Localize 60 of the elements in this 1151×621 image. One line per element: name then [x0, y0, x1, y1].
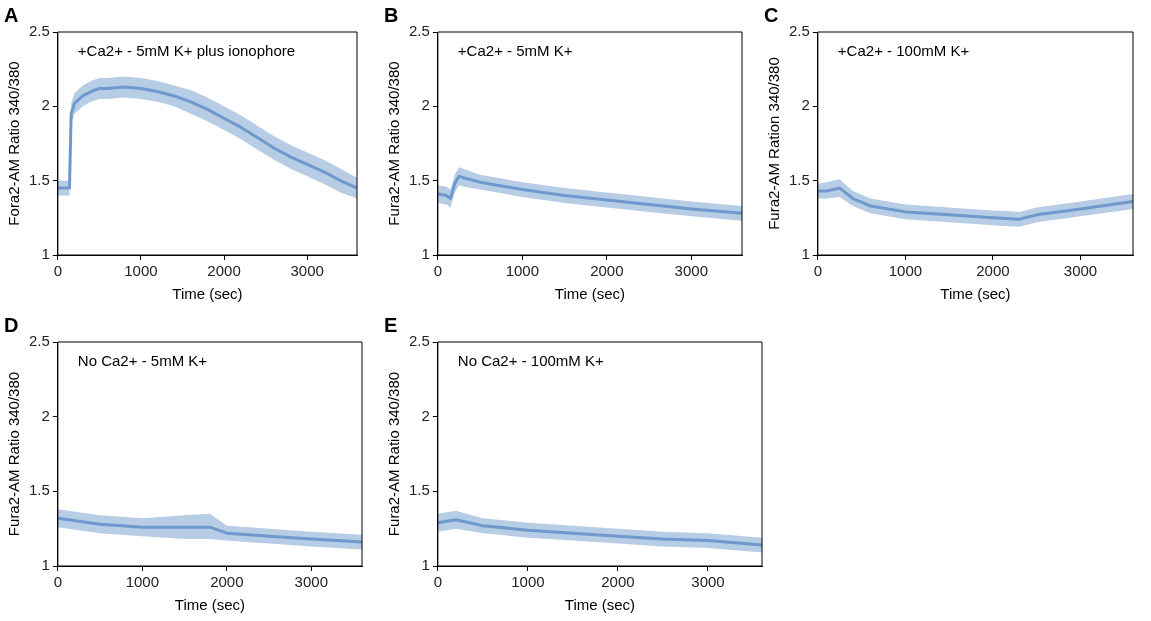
y-axis-title: Fora2-AM Ratio 340/380: [5, 61, 23, 226]
x-axis-title: Time (sec): [940, 285, 1011, 303]
x-tick-label: 0: [53, 262, 63, 280]
x-axis-title: Time (sec): [564, 596, 636, 614]
y-tick-label: 1: [421, 556, 430, 574]
y-axis-title: Fura2-AM Ratio 340/380: [385, 371, 403, 537]
y-tick-label: 2.5: [788, 22, 810, 40]
x-tick-label: 3000: [691, 573, 725, 591]
y-tick-label: 2: [41, 406, 50, 424]
y-tick-label: 2: [801, 96, 810, 114]
x-tick-label: 0: [433, 262, 443, 280]
annotation: +Ca2+ - 5mM K+ plus ionophore: [77, 41, 296, 59]
x-tick-label: 1000: [124, 262, 158, 280]
chart-title: A: [4, 3, 19, 26]
x-tick-label: 3000: [1063, 262, 1098, 280]
x-tick-label: 1000: [125, 573, 160, 591]
x-tick-label: 2000: [210, 573, 244, 591]
y-tick-label: 1: [801, 245, 810, 263]
x-tick-label: 2000: [207, 262, 241, 280]
y-tick-label: 1.5: [28, 481, 50, 499]
x-axis-title: Time (sec): [554, 285, 626, 303]
y-tick-label: 1: [41, 556, 50, 574]
y-tick-label: 2: [421, 406, 430, 424]
y-tick-label: 1: [41, 245, 50, 263]
y-tick-label: 2: [41, 96, 50, 114]
y-axis-title: Fura2-AM Ratio 340/380: [5, 371, 23, 537]
x-tick-label: 2000: [590, 262, 624, 280]
x-tick-label: 3000: [674, 262, 708, 280]
x-tick-label: 1000: [511, 573, 545, 591]
chart-title: D: [4, 313, 19, 336]
annotation: +Ca2+ - 100mM K+: [837, 41, 970, 59]
y-tick-label: 2.5: [28, 22, 50, 40]
y-tick-label: 1.5: [28, 170, 50, 188]
y-tick-label: 2: [421, 96, 430, 114]
chart-title: B: [384, 3, 399, 26]
y-axis-title: Fura2-AM Ration 340/380: [765, 57, 783, 230]
y-tick-label: 1.5: [408, 170, 430, 188]
x-tick-label: 0: [53, 573, 63, 591]
y-tick-label: 1.5: [788, 170, 810, 188]
x-tick-label: 3000: [294, 573, 328, 591]
x-tick-label: 0: [433, 573, 443, 591]
x-tick-label: 3000: [290, 262, 324, 280]
x-tick-label: 1000: [505, 262, 540, 280]
annotation: No Ca2+ - 100mM K+: [457, 351, 604, 369]
x-tick-label: 1000: [888, 262, 923, 280]
annotation: +Ca2+ - 5mM K+: [457, 41, 573, 59]
x-tick-label: 0: [813, 262, 823, 280]
x-axis-title: Time (sec): [174, 596, 246, 614]
x-tick-label: 2000: [601, 573, 635, 591]
chart-title: E: [384, 313, 398, 336]
y-tick-label: 2.5: [408, 22, 430, 40]
y-tick-label: 1: [421, 245, 430, 263]
y-tick-label: 2.5: [28, 332, 50, 350]
x-axis-title: Time (sec): [172, 285, 243, 303]
y-axis-title: Fura2-AM Ratio 340/380: [385, 61, 403, 226]
chart-title: C: [764, 3, 779, 26]
y-tick-label: 1.5: [408, 481, 430, 499]
y-tick-label: 2.5: [408, 332, 430, 350]
x-tick-label: 2000: [976, 262, 1010, 280]
annotation: No Ca2+ - 5mM K+: [77, 351, 208, 369]
